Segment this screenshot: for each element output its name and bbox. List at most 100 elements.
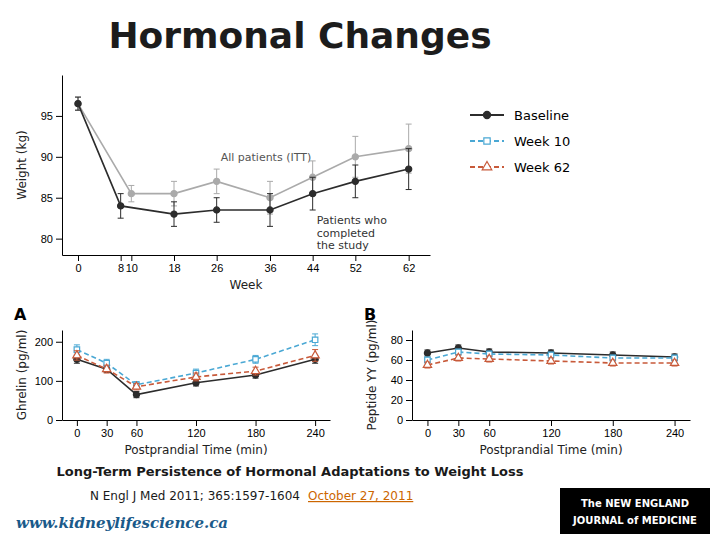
y-axis: 0100200	[35, 331, 63, 427]
x-tick-mark	[458, 420, 459, 426]
legend-swatch-marker	[482, 161, 492, 169]
x-tick: 60	[484, 420, 496, 439]
point	[118, 203, 124, 209]
x-axis: 0 30 60 120 180 240	[63, 420, 331, 439]
x-tick: 120	[542, 420, 560, 439]
legend-item: Week 62	[470, 160, 570, 175]
x-axis: 0810182636445262	[63, 255, 431, 274]
error-bar	[128, 185, 134, 201]
journal-logo: The NEW ENGLANDJOURNAL of MEDICINE	[560, 488, 710, 534]
x-tick-label: 62	[403, 262, 415, 274]
x-tick: 36	[264, 255, 276, 274]
x-tick: 26	[211, 255, 223, 274]
journal-logo-text: JOURNAL of MEDICINE	[572, 515, 697, 526]
x-tick: 180	[247, 420, 265, 439]
legend-item: Week 10	[470, 134, 570, 149]
point	[171, 211, 177, 217]
point	[423, 360, 431, 367]
error-bar	[171, 202, 177, 227]
y-tick: 20	[391, 394, 412, 406]
plot-background	[62, 75, 430, 255]
x-tick-mark	[256, 420, 257, 426]
footer-citation: N Engl J Med 2011; 365:1597-1604	[90, 489, 300, 503]
point	[214, 178, 220, 184]
y-axis: 80859095	[41, 76, 63, 256]
y-tick-label: 0	[47, 414, 53, 426]
x-tick-label: 180	[247, 427, 265, 439]
series-label: All patients (ITT)	[221, 151, 312, 164]
y-tick-mark	[406, 420, 412, 421]
x-tick-label: 60	[131, 427, 143, 439]
y-tick-label: 90	[41, 151, 53, 163]
series-label: Patients whocompletedthe study	[317, 214, 387, 252]
y-tick-label: 200	[35, 336, 53, 348]
x-tick: 0	[75, 255, 81, 274]
series	[74, 334, 318, 388]
x-tick-label: 120	[187, 427, 205, 439]
point	[312, 337, 317, 342]
x-tick: 180	[604, 420, 622, 439]
x-tick-label: 0	[74, 427, 80, 439]
error-bar	[214, 169, 220, 194]
series	[75, 97, 412, 214]
x-tick-mark	[77, 420, 78, 426]
series	[73, 350, 320, 390]
footer-date: October 27, 2011	[308, 489, 413, 503]
x-tick-label: 30	[101, 427, 113, 439]
series	[423, 353, 678, 368]
panel-label: B	[364, 305, 376, 324]
x-tick: 18	[168, 255, 180, 274]
x-tick-label: 120	[542, 427, 560, 439]
series	[75, 97, 412, 226]
series-label-line: Patients who	[317, 214, 387, 227]
x-tick-mark	[107, 420, 108, 426]
figure: Hormonal Changes081018263644526280859095…	[0, 0, 720, 540]
x-tick-mark	[427, 420, 428, 426]
x-tick-mark	[313, 255, 314, 261]
x-axis: 03060120180240	[413, 420, 691, 439]
point	[609, 358, 617, 365]
y-tick-label: 80	[391, 334, 403, 346]
journal-logo-box	[560, 488, 710, 534]
y-axis: 020406080	[391, 331, 413, 427]
x-axis-title: Week	[230, 278, 263, 292]
x-tick-mark	[136, 420, 137, 426]
y-axis-title: Peptide YY (pg/ml)	[365, 320, 379, 431]
point	[454, 353, 462, 360]
x-tick-mark	[196, 420, 197, 426]
y-axis-line	[412, 331, 413, 421]
y-tick: 95	[41, 110, 62, 122]
chart: 030601201802400100200Postprandial Time (…	[14, 305, 331, 457]
y-axis-title: Weight (kg)	[15, 130, 29, 200]
x-tick-label: 60	[484, 427, 496, 439]
point	[251, 366, 259, 373]
x-tick-mark	[551, 420, 552, 426]
y-tick: 0	[397, 414, 412, 426]
x-tick: 120	[187, 420, 205, 439]
x-tick-label: 240	[306, 427, 324, 439]
chart: 081018263644526280859095WeekWeight (kg)A…	[15, 75, 431, 292]
point	[352, 154, 358, 160]
point	[128, 191, 134, 197]
point	[103, 364, 111, 371]
y-tick-mark	[56, 239, 62, 240]
point	[547, 356, 555, 363]
y-tick-mark	[406, 380, 412, 381]
series-label-line: the study	[317, 239, 370, 252]
error-bar	[352, 165, 358, 198]
y-tick: 0	[47, 414, 62, 426]
legend: BaselineWeek 10Week 62	[470, 108, 570, 175]
x-axis-title: Postprandial Time (min)	[479, 443, 622, 457]
y-tick: 85	[41, 192, 62, 204]
point	[253, 357, 258, 362]
point	[267, 207, 273, 213]
x-tick-mark	[613, 420, 614, 426]
x-axis-line	[63, 255, 431, 256]
x-tick-mark	[675, 420, 676, 426]
y-tick-mark	[56, 198, 62, 199]
error-bar	[312, 334, 318, 346]
y-tick-label: 60	[391, 354, 403, 366]
y-tick-mark	[56, 157, 62, 158]
point	[133, 391, 139, 397]
x-tick-label: 0	[425, 427, 431, 439]
